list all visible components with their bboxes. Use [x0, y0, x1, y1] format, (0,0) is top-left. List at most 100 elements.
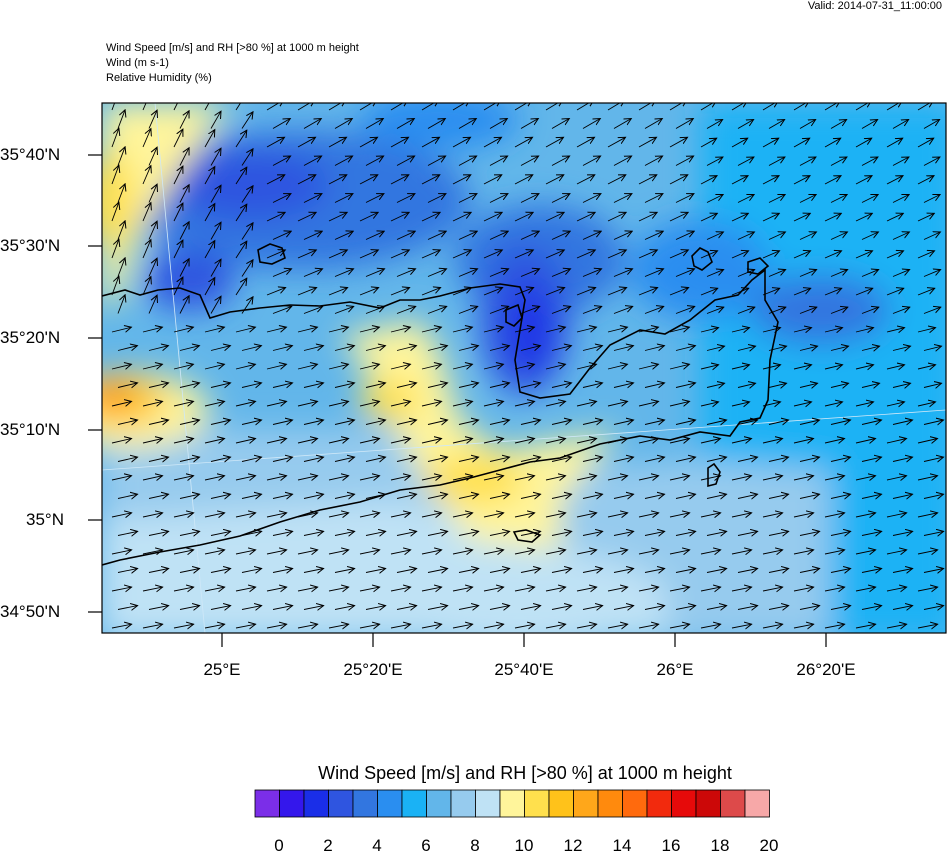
- wind-arrow: [489, 156, 508, 166]
- wind-arrow: [669, 550, 690, 554]
- wind-arrow: [793, 176, 810, 185]
- wind-arrow: [241, 494, 262, 498]
- wind-arrow: [607, 624, 628, 628]
- wind-arrow: [359, 513, 380, 517]
- wind-arrow: [855, 176, 872, 185]
- wind-arrow: [861, 307, 879, 314]
- wind-arrow: [396, 156, 415, 166]
- wind-arrow: [886, 402, 905, 406]
- wind-arrow: [855, 587, 876, 591]
- wind-arrow: [514, 327, 534, 332]
- wind-arrow: [861, 494, 882, 498]
- colorbar-label: 18: [710, 836, 730, 855]
- wind-arrow: [117, 184, 125, 203]
- wind-arrow: [855, 251, 873, 259]
- wind-arrow: [359, 137, 378, 148]
- wind-arrow: [210, 383, 231, 388]
- wind-arrow: [706, 270, 724, 277]
- wind-arrow: [328, 401, 349, 406]
- wind-arrow: [706, 120, 723, 129]
- wind-arrow: [669, 476, 690, 480]
- wind-arrow: [272, 231, 291, 240]
- wind-arrow: [396, 494, 417, 498]
- colorbar-title: Wind Speed [m/s] and RH [>80 %] at 1000 …: [318, 763, 732, 783]
- wind-arrow: [669, 250, 688, 259]
- wind-arrow: [762, 624, 783, 628]
- wind-arrow: [886, 513, 907, 517]
- wind-arrow: [458, 531, 479, 535]
- wind-arrow: [700, 251, 718, 259]
- axis-ticks: [88, 154, 827, 647]
- wind-arrow: [111, 276, 119, 296]
- wind-arrow: [359, 550, 380, 554]
- wind-arrow: [669, 137, 688, 148]
- wind-arrow: [520, 156, 539, 166]
- colorbar-label: 16: [661, 836, 681, 855]
- wind-arrow: [638, 550, 659, 554]
- wind-arrow: [483, 175, 502, 185]
- wind-arrow: [675, 606, 696, 610]
- wind-arrow: [799, 195, 816, 203]
- wind-arrow: [235, 513, 256, 517]
- wind-vectors: [111, 103, 948, 628]
- wind-arrow: [762, 402, 781, 406]
- wind-arrow: [266, 175, 285, 185]
- wind-arrow: [669, 288, 689, 296]
- wind-arrow: [458, 346, 478, 351]
- wind-arrow: [241, 186, 253, 203]
- wind-arrow: [551, 346, 571, 351]
- wind-arrow: [303, 457, 324, 461]
- wind-arrow: [390, 175, 409, 185]
- wind-arrow: [297, 212, 316, 222]
- wind-arrow: [762, 328, 781, 332]
- wind-arrow: [793, 439, 814, 444]
- wind-arrow: [272, 569, 293, 573]
- wind-arrow: [644, 156, 663, 166]
- wind-arrow: [489, 383, 510, 388]
- wind-arrow: [458, 231, 477, 240]
- wind-arrow: [613, 383, 634, 388]
- wind-arrow: [489, 531, 510, 535]
- wind-arrow: [799, 346, 818, 350]
- wind-arrow: [824, 288, 842, 296]
- wind-arrow: [675, 194, 694, 203]
- wind-arrow: [328, 364, 348, 369]
- wind-arrow: [334, 383, 355, 388]
- wind-arrow: [396, 457, 417, 461]
- wind-arrow: [241, 383, 262, 388]
- wind-arrow: [173, 439, 194, 444]
- wind-arrow: [328, 476, 349, 480]
- wind-arrow: [179, 111, 189, 129]
- wind-arrow: [824, 476, 845, 480]
- wind-arrow: [830, 383, 849, 387]
- wind-arrow: [111, 401, 132, 406]
- wind-arrow: [917, 213, 934, 222]
- wind-arrow: [514, 250, 533, 259]
- wind-arrow: [210, 569, 231, 573]
- wind-arrow: [328, 250, 347, 259]
- wind-arrow: [793, 138, 810, 148]
- wind-arrow: [179, 296, 189, 314]
- lat-label-2: 35°30'N: [0, 236, 61, 255]
- colorbar-swatch: [744, 789, 770, 818]
- wind-arrow: [210, 296, 221, 314]
- wind-arrow: [551, 194, 570, 203]
- lon-label-2: 25°20'E: [343, 660, 403, 679]
- wind-arrow: [923, 157, 940, 166]
- wind-arrow: [607, 364, 627, 369]
- colorbar-swatch: [475, 789, 501, 818]
- wind-arrow: [861, 569, 882, 573]
- wind-arrow: [334, 269, 354, 277]
- wind-arrow: [365, 569, 386, 573]
- wind-arrow: [117, 606, 138, 610]
- wind-arrow: [142, 587, 163, 591]
- wind-arrow: [830, 307, 848, 314]
- wind-arrow: [582, 383, 603, 388]
- wind-arrow: [489, 346, 509, 351]
- wind-arrow: [644, 457, 665, 461]
- wind-arrow: [272, 420, 293, 425]
- wind-arrow: [334, 457, 355, 461]
- wind-arrow: [830, 531, 851, 535]
- wind-arrow: [706, 606, 727, 610]
- wind-arrow: [824, 439, 845, 444]
